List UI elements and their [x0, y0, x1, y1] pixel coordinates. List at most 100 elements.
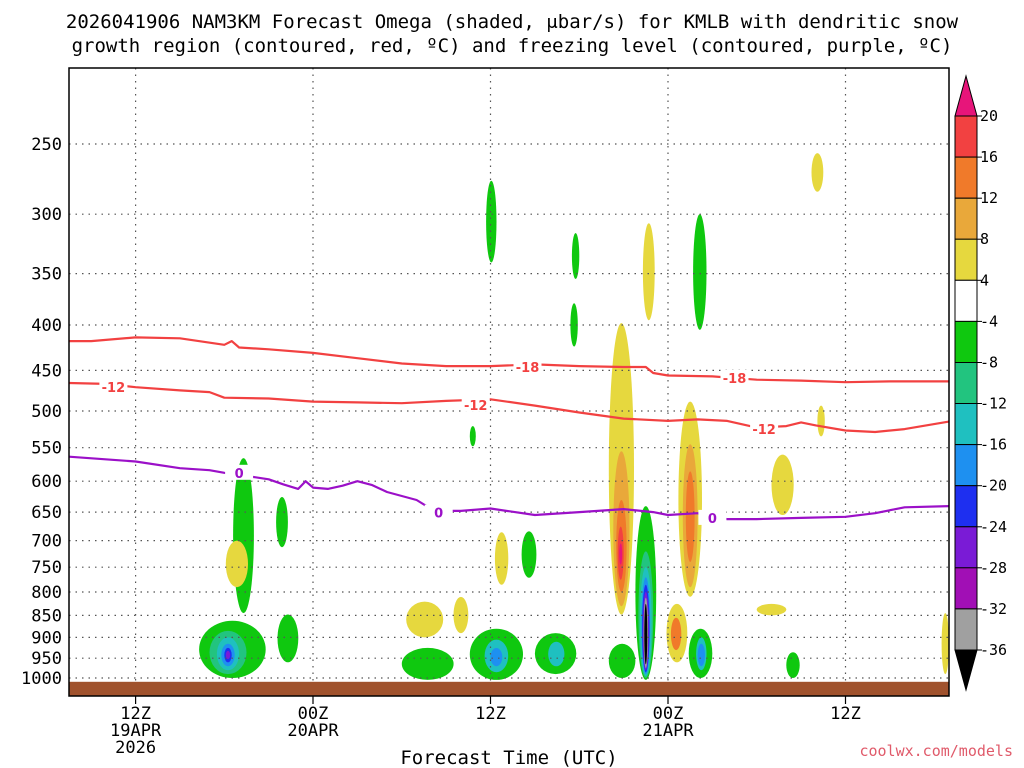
- omega-cell: [548, 641, 565, 667]
- colorbar-swatch: [954, 608, 978, 651]
- colorbar-swatch: [954, 197, 978, 240]
- omega-cell: [756, 603, 787, 616]
- colorbar-swatch: [954, 567, 978, 610]
- y-tick-label: 600: [31, 472, 62, 492]
- omega-cell: [469, 426, 476, 447]
- omega-cell: [619, 543, 623, 565]
- colorbar-swatch: [954, 362, 978, 405]
- omega-cell: [644, 603, 648, 665]
- plot-frame: [68, 67, 950, 697]
- colorbar-swatch: [954, 74, 978, 117]
- colorbar: 20 16 12 8 4 -4 -8 -12 -16 -20 -24 -28 -32 -36: [954, 74, 1007, 692]
- omega-cell: [786, 652, 800, 678]
- colorbar-label: 4: [980, 271, 989, 289]
- omega-cell: [277, 614, 299, 663]
- contour-label: -12: [102, 381, 126, 396]
- title-line-1: 2026041906 NAM3KM Forecast Omega (shaded…: [66, 11, 959, 33]
- y-tick-label: 750: [31, 558, 62, 578]
- colorbar-swatch: [954, 320, 978, 363]
- y-tick-label: 550: [31, 439, 62, 459]
- colorbar-label: -8: [980, 354, 998, 372]
- omega-cell: [453, 596, 469, 634]
- colorbar-swatch: [954, 279, 978, 322]
- omega-cell: [494, 532, 509, 585]
- omega-cell: [571, 233, 580, 279]
- colorbar-swatch: [954, 649, 978, 692]
- contour-label: 0: [434, 507, 443, 522]
- y-tick-label: 950: [31, 649, 62, 669]
- y-tick-label: 650: [31, 503, 62, 523]
- y-tick-label: 800: [31, 583, 62, 603]
- y-tick-label: 300: [31, 205, 62, 225]
- contour-line: [68, 381, 950, 434]
- omega-cell: [225, 540, 248, 588]
- x-tick-label: 00Z: [653, 704, 684, 724]
- y-tick-label: 500: [31, 402, 62, 422]
- omega-cell: [693, 214, 707, 330]
- contour-label-bg: [424, 504, 453, 520]
- omega-cell: [608, 643, 636, 679]
- contour-label-bg: [720, 370, 749, 385]
- x-tick-label: 12Z: [830, 704, 861, 724]
- colorbar-swatch: [954, 485, 978, 528]
- omega-cell: [570, 303, 578, 347]
- y-tick-label: 450: [31, 361, 62, 381]
- grid-layer: [69, 68, 949, 696]
- colorbar-swatch: [954, 526, 978, 569]
- plot-background: [69, 68, 949, 696]
- x-tick-label: 21APR: [642, 721, 694, 741]
- y-tick-label: 250: [31, 135, 62, 155]
- omega-shading-layer: [199, 153, 949, 680]
- plot-area: -18 -18 -12 -12 -12 0 0 0: [68, 67, 950, 697]
- contour-label: -18: [723, 372, 747, 387]
- colorbar-swatch: [954, 156, 978, 199]
- omega-cell: [670, 617, 682, 651]
- contour-label: 0: [708, 512, 717, 527]
- x-tick-label: 00Z: [298, 704, 329, 724]
- contour-label: -12: [464, 399, 488, 414]
- x-tick-label: 19APR: [110, 721, 162, 741]
- contour-label-bg: [698, 509, 727, 525]
- colorbar-label: 8: [980, 230, 989, 248]
- x-tick-label: 20APR: [287, 721, 339, 741]
- colorbar-label: -36: [980, 641, 1007, 659]
- contour-label-bg: [225, 464, 254, 480]
- omega-cell: [697, 643, 705, 667]
- omega-cell: [685, 471, 695, 562]
- omega-cell: [490, 648, 503, 667]
- colorbar-label: -12: [980, 395, 1007, 413]
- colorbar-label: -20: [980, 477, 1007, 495]
- omega-cell: [817, 405, 825, 437]
- omega-cell: [406, 601, 444, 638]
- contour-label: 0: [235, 467, 244, 482]
- omega-cell: [225, 650, 231, 660]
- x-axis-label: Forecast Time (UTC): [400, 747, 617, 768]
- omega-cell: [642, 223, 655, 321]
- ground-surface: [69, 681, 949, 696]
- x-tick-label: 12Z: [120, 704, 151, 724]
- contour-label-bg: [750, 421, 779, 437]
- x-tick-label: 12Z: [475, 704, 506, 724]
- contour-label-bg: [461, 396, 490, 412]
- y-tick-label: 350: [31, 265, 62, 285]
- y-tick-label: 900: [31, 628, 62, 648]
- y-tick-label: 400: [31, 316, 62, 336]
- colorbar-label: 20: [980, 107, 998, 125]
- y-tick-label: 1000: [21, 669, 62, 689]
- y-tick-label: 850: [31, 606, 62, 626]
- contour-layer: -18 -18 -12 -12 -12 0 0 0: [68, 336, 950, 527]
- colorbar-label: -28: [980, 559, 1007, 577]
- omega-cell: [811, 153, 824, 192]
- colorbar-swatch: [954, 444, 978, 487]
- chart-title: 2026041906 NAM3KM Forecast Omega (shaded…: [66, 11, 959, 57]
- title-line-2: growth region (contoured, red, ºC) and f…: [72, 35, 953, 57]
- x-tick-label: 2026: [115, 738, 156, 758]
- omega-cell: [486, 180, 497, 263]
- y-axis: 2503003504004505005506006507007508008509…: [21, 135, 62, 689]
- contour-label: -18: [516, 361, 540, 376]
- contour-label-bg: [513, 359, 542, 374]
- credit-text[interactable]: coolwx.com/models: [859, 742, 1013, 760]
- contour-label-bg: [99, 379, 128, 395]
